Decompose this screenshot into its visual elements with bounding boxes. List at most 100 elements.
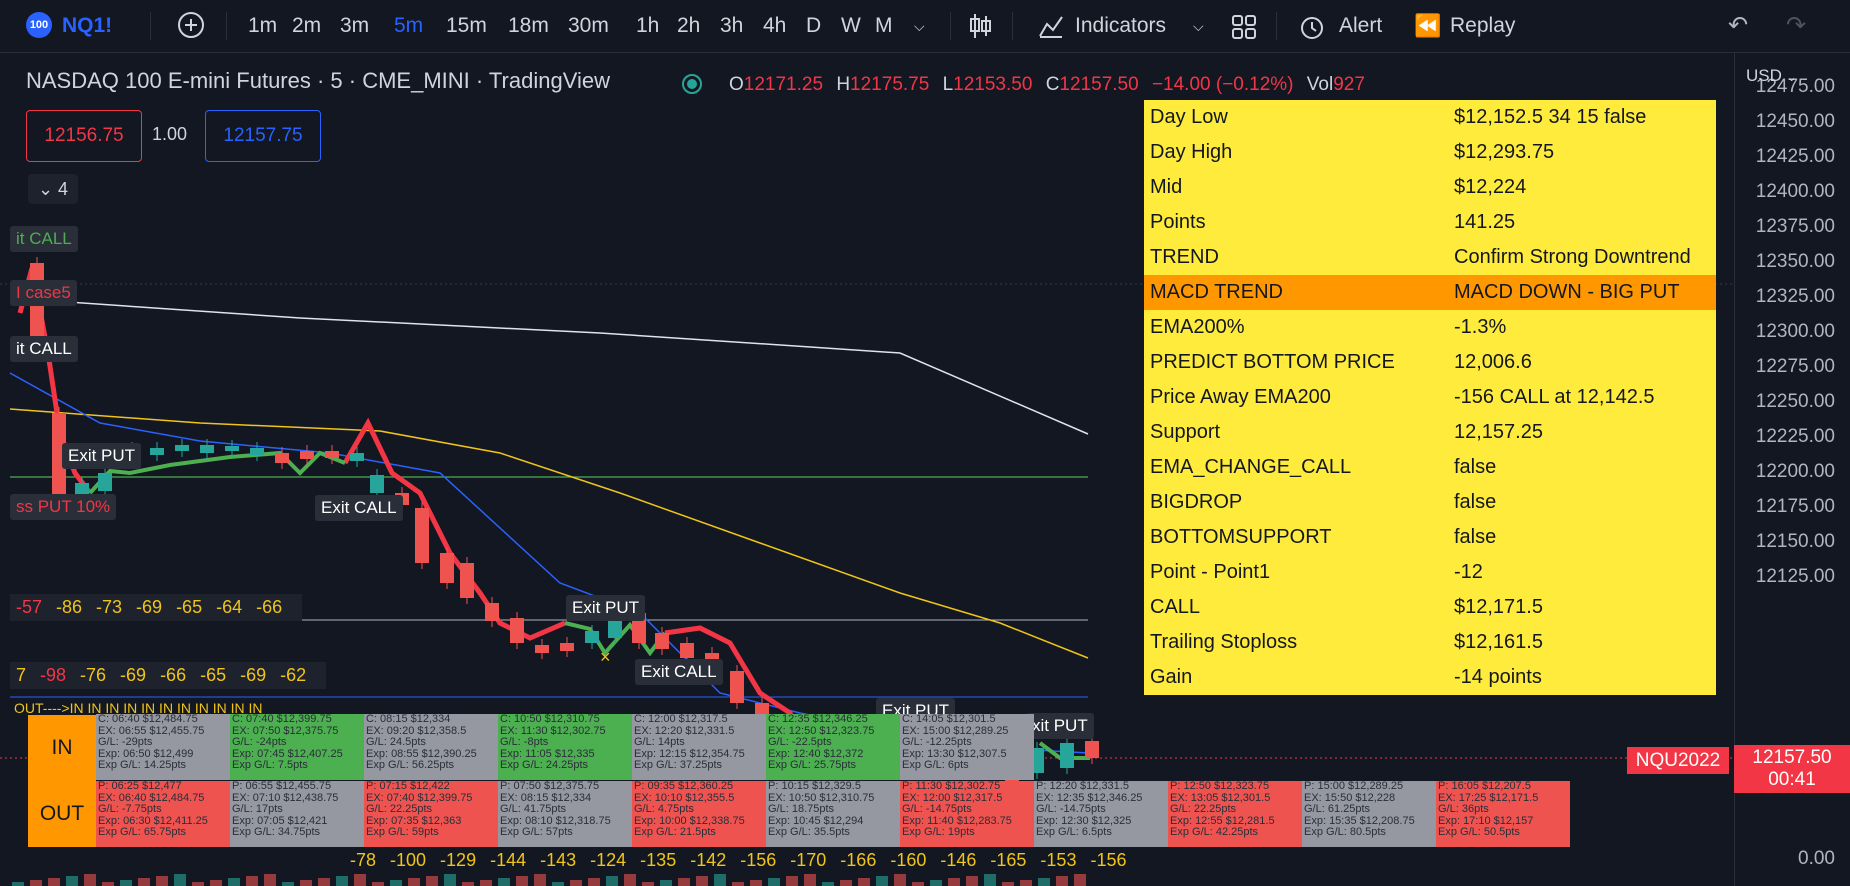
undo-icon[interactable]: ↶ <box>1728 12 1749 39</box>
row-value: -165 <box>990 850 1027 870</box>
buy-price-button[interactable]: 12157.75 <box>205 110 321 162</box>
interval-1h[interactable]: 1h <box>636 14 660 37</box>
trade-cell-line: Exp G/L: 65.75pts <box>98 826 187 838</box>
interval-1m[interactable]: 1m <box>248 14 278 37</box>
exit-put-label: xit PUT <box>1026 713 1094 739</box>
market-status-icon[interactable] <box>681 73 703 95</box>
interval-3h[interactable]: 3h <box>720 14 744 37</box>
indicators-collapse-button[interactable]: ⌄ 4 <box>28 174 78 204</box>
row-value: -65 <box>200 665 227 685</box>
toolbar-divider <box>226 12 227 40</box>
trade-cell-line: Exp: 11:40 $12,283.75 <box>902 814 1012 827</box>
volume-label: Vol <box>1306 74 1334 95</box>
trade-cell-line: C: 12:00 $12,317.5 <box>634 714 728 725</box>
candle-body <box>535 645 549 653</box>
interval-18m[interactable]: 18m <box>508 14 549 37</box>
cross-marker: × <box>600 647 611 667</box>
price-axis-tick: 12325.00 <box>1755 286 1835 307</box>
replay-rewind-icon[interactable]: ⏪ <box>1414 13 1442 38</box>
trade-cell-line: EX: 08:15 $12,334 <box>500 791 592 804</box>
trade-cell-line: P: 07:15 $12,422 <box>366 781 450 792</box>
symbol-logo-icon[interactable]: 100 <box>26 12 52 38</box>
interval-4h[interactable]: 4h <box>763 14 787 37</box>
info-value: $12,161.5 <box>1454 631 1543 653</box>
candle-body <box>350 453 364 461</box>
trade-cell: P: 07:50 $12,375.75 EX: 08:15 $12,334 G/L:… <box>498 781 632 847</box>
case5-label: I case5 <box>10 280 77 306</box>
volume-bar <box>390 880 402 886</box>
ema-yellow-line <box>9 408 1089 659</box>
alert-button[interactable]: Alert <box>1339 14 1383 37</box>
alert-clock-icon[interactable] <box>1298 13 1326 41</box>
trade-cell-line: P: 10:15 $12,329.5 <box>768 781 861 792</box>
interval-2h[interactable]: 2h <box>677 14 701 37</box>
row-value: -153 <box>1040 850 1077 870</box>
info-row: Gain -14 points <box>1144 660 1716 695</box>
price-axis-tick: 12200.00 <box>1755 461 1835 482</box>
currency-selector[interactable]: USD ⌄ <box>1746 66 1797 86</box>
trade-cell-line: P: 12:20 $12,331.5 <box>1036 781 1129 792</box>
candle-body <box>325 451 339 458</box>
volume-bar <box>912 882 924 886</box>
row-value: -156 <box>1090 850 1127 870</box>
indicators-icon[interactable] <box>1038 14 1064 38</box>
info-row: Day Low $12,152.5 34 15 false <box>1144 100 1716 135</box>
interval-D[interactable]: D <box>806 14 822 37</box>
info-row: Day High $12,293.75 <box>1144 135 1716 170</box>
row-value: -73 <box>96 597 123 617</box>
trade-cell-line: G/L: 18.75pts <box>768 803 835 815</box>
trade-cell-line: G/L: 14pts <box>634 736 685 748</box>
info-key: Mid <box>1150 176 1183 198</box>
interval-5m[interactable]: 5m <box>394 14 424 37</box>
row-value: -66 <box>256 597 283 617</box>
trade-cell: C: 07:40 $12,399.75 EX: 07:50 $12,375.75 G… <box>230 714 364 780</box>
interval-15m[interactable]: 15m <box>446 14 487 37</box>
candle-body <box>300 451 314 459</box>
price-axis-tick: 12150.00 <box>1755 531 1835 552</box>
trade-cell-line: G/L: -12.25pts <box>902 736 972 748</box>
interval-30m[interactable]: 30m <box>568 14 609 37</box>
info-row: MACD TREND MACD DOWN - BIG PUT <box>1144 275 1716 310</box>
indicators-dropdown-chevron-icon[interactable]: ⌵ <box>1193 18 1204 34</box>
replay-button[interactable]: Replay <box>1450 14 1516 37</box>
trade-cell-line: G/L: 17pts <box>232 803 283 815</box>
exit-put-label: Exit PUT <box>62 443 142 469</box>
trade-cell-line: C: 06:40 $12,484.75 <box>98 714 198 725</box>
row-value: -86 <box>56 597 83 617</box>
info-value: -12 <box>1454 561 1483 583</box>
volume-bar <box>426 876 438 886</box>
volume-bar <box>786 876 798 886</box>
interval-M[interactable]: M <box>875 14 893 37</box>
redo-icon[interactable]: ↷ <box>1786 12 1807 39</box>
price-axis-tick: 12375.00 <box>1755 216 1835 237</box>
sell-price-button[interactable]: 12156.75 <box>26 110 142 162</box>
row-value: -57 <box>16 597 43 617</box>
interval-3m[interactable]: 3m <box>340 14 370 37</box>
order-quantity[interactable]: 1.00 <box>152 124 188 144</box>
trade-cell: C: 12:00 $12,317.5 EX: 12:20 $12,331.5 G/L… <box>632 714 766 780</box>
interval-W[interactable]: W <box>841 14 861 37</box>
close-value: 12157.50 <box>1059 74 1139 95</box>
indicators-button[interactable]: Indicators <box>1075 14 1167 37</box>
info-key: MACD TREND <box>1150 281 1283 303</box>
compare-add-icon[interactable] <box>178 12 204 38</box>
candle-chart-type-icon[interactable] <box>970 12 992 40</box>
trade-cell-line: Exp: 08:10 $12,318.75 <box>500 814 611 827</box>
volume-bar <box>174 874 186 886</box>
layout-grid-icon[interactable] <box>1232 15 1256 39</box>
trade-cell-line: Exp: 06:50 $12,499 <box>98 747 194 760</box>
trade-cell-line: Exp: 12:40 $12,372 <box>768 747 864 760</box>
info-row: Mid $12,224 <box>1144 170 1716 205</box>
price-axis-tick: 12350.00 <box>1755 251 1835 272</box>
info-row: Trailing Stoploss $12,161.5 <box>1144 625 1716 660</box>
volume-bar <box>552 882 564 886</box>
volume-bar <box>156 876 168 886</box>
symbol-search-button[interactable]: NQ1! <box>62 14 113 37</box>
volume-bar <box>84 874 96 886</box>
candle-body <box>175 445 189 451</box>
interval-2m[interactable]: 2m <box>292 14 322 37</box>
trade-cell: P: 15:00 $12,289.25 EX: 15:50 $12,228 G/L:… <box>1302 781 1436 847</box>
interval-dropdown-chevron-icon[interactable]: ⌵ <box>914 18 925 34</box>
trade-cell-line: G/L: -29pts <box>98 736 153 748</box>
trade-cell-line: EX: 15:00 $12,289.25 <box>902 724 1009 737</box>
